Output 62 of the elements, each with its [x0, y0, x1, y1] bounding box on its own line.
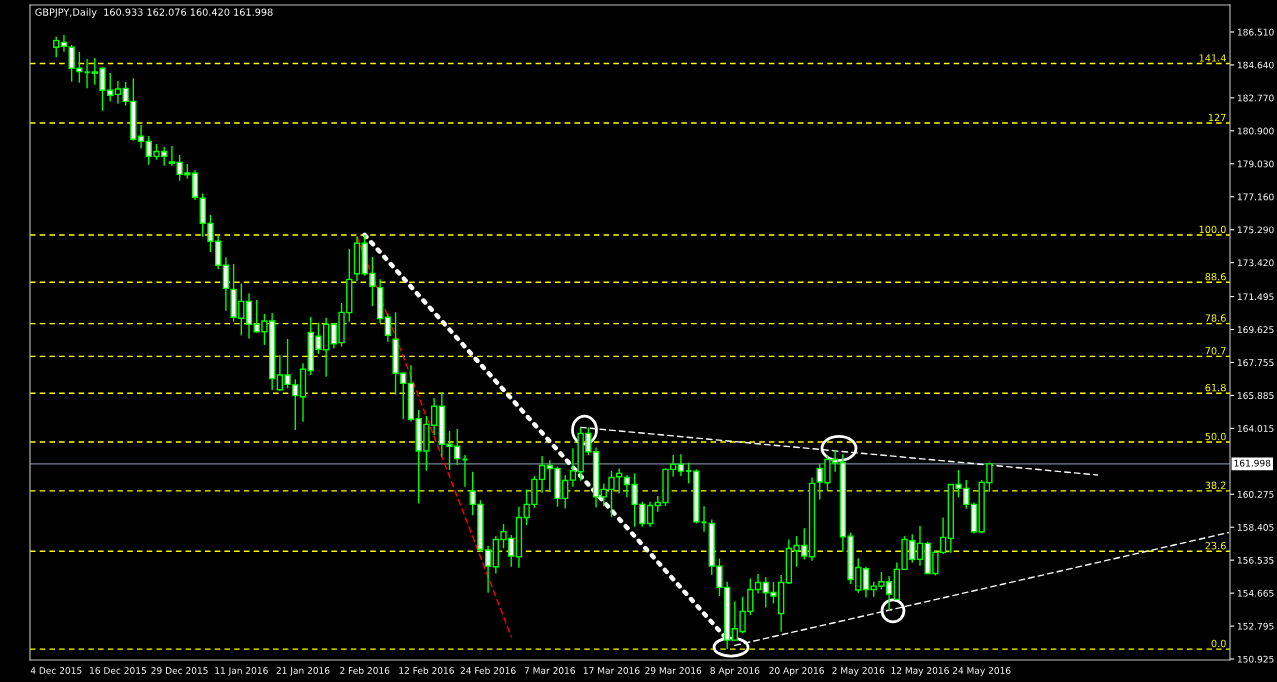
- candlestick: [83, 58, 91, 90]
- x-tick-label: 21 Jan 2016: [276, 667, 330, 676]
- x-tick-label: 12 Feb 2016: [399, 666, 454, 674]
- candlestick: [685, 462, 693, 485]
- y-tick-label: 165.885: [1237, 392, 1274, 399]
- candlestick: [916, 525, 924, 567]
- x-tick-label: 20 Apr 2016: [769, 667, 824, 676]
- y-tick-label: 152.795: [1237, 622, 1274, 630]
- annotation: 0.0: [1211, 639, 1226, 648]
- annotation: 38.2: [1205, 481, 1226, 489]
- y-tick-label: 169.625: [1237, 326, 1274, 334]
- y-tick-label: 184.640: [1237, 61, 1274, 69]
- x-tick-label: 7 Mar 2016: [524, 667, 575, 674]
- ref-line-label: 161.998: [1234, 459, 1271, 467]
- x-tick-label: 2 May 2016: [832, 667, 885, 676]
- x-tick-label: 29 Dec 2015: [151, 667, 208, 674]
- annotation: 50.0: [1205, 432, 1226, 441]
- annotation: 127: [1208, 113, 1226, 122]
- annotation: 70.7: [1205, 347, 1226, 355]
- y-tick-label: 182.770: [1237, 94, 1274, 102]
- annotation: 23.6: [1205, 542, 1226, 550]
- annotation: 78.6: [1205, 314, 1226, 322]
- y-tick-label: 171.495: [1237, 293, 1274, 301]
- candlestick: [754, 573, 762, 595]
- x-tick-label: 24 Feb 2016: [460, 666, 516, 674]
- x-tick-label: 29 Mar 2016: [645, 667, 702, 674]
- candlestick: [700, 505, 708, 533]
- y-tick-label: 154.665: [1237, 589, 1274, 597]
- candlestick: [222, 256, 230, 312]
- annotation: 88.6: [1205, 272, 1226, 281]
- annotation: 141.4: [1199, 54, 1226, 62]
- candlestick: [60, 34, 68, 53]
- y-tick-label: 158.405: [1237, 523, 1274, 531]
- y-tick-label: 177.160: [1237, 193, 1274, 201]
- y-tick-label: 156.535: [1237, 556, 1274, 564]
- y-tick-label: 175.290: [1237, 226, 1274, 234]
- y-tick-label: 186.510: [1237, 28, 1274, 36]
- candlestick: [677, 453, 685, 477]
- y-tick-label: 160.275: [1237, 491, 1274, 498]
- x-tick-label: 11 Jan 2016: [215, 667, 268, 676]
- candlestick: [862, 566, 870, 599]
- y-tick-label: 173.420: [1237, 259, 1274, 267]
- x-tick-label: 8 Apr 2016: [710, 667, 760, 676]
- chart-title: GBPJPY,Daily 160.933 162.076 160.420 161.998: [35, 8, 273, 18]
- candlestick: [191, 169, 199, 201]
- x-tick-label: 16 Dec 2015: [90, 667, 146, 674]
- x-tick-label: 2 Feb 2016: [340, 666, 390, 674]
- x-tick-label: 17 Mar 2016: [583, 667, 640, 674]
- y-tick-label: 179.030: [1237, 160, 1274, 168]
- x-tick-label: 24 May 2016: [952, 667, 1011, 676]
- y-tick-label: 164.015: [1237, 425, 1274, 432]
- annotation: 61.8: [1205, 383, 1226, 392]
- candlestick: [245, 292, 253, 340]
- candlestick: [461, 454, 469, 488]
- y-tick-label: 167.755: [1237, 359, 1274, 367]
- y-tick-label: 180.900: [1237, 127, 1274, 135]
- y-tick-label: 150.925: [1237, 655, 1274, 663]
- x-tick-label: 12 May 2016: [891, 667, 949, 676]
- x-tick-label: 4 Dec 2015: [30, 667, 82, 674]
- annotation: 100.0: [1199, 225, 1226, 234]
- candlestick: [53, 36, 60, 59]
- candlestick: [384, 312, 392, 343]
